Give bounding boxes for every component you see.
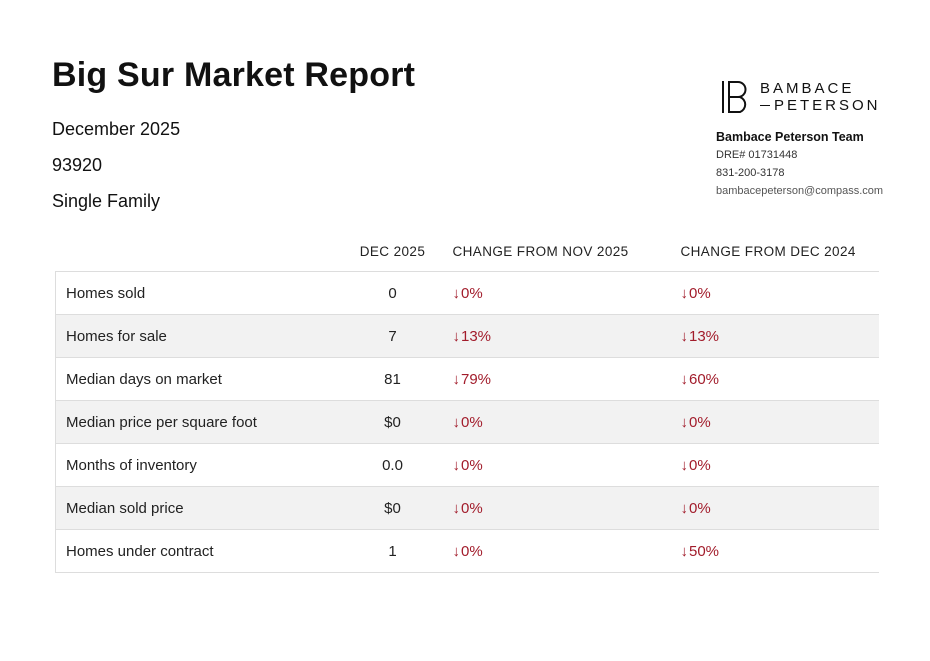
down-arrow-icon: ↓ <box>452 370 461 388</box>
down-arrow-icon: ↓ <box>680 456 689 474</box>
row-change-from-nov: ↓0% <box>440 272 668 315</box>
change-percentage: 60% <box>689 370 720 388</box>
brand-logo: BAMBACE PETERSON <box>716 78 916 116</box>
table-row: Median sold price $0 ↓0% ↓0% <box>55 486 880 530</box>
row-change-from-dec: ↓0% <box>668 487 880 530</box>
change-percentage: 50% <box>689 542 720 560</box>
change-percentage: 79% <box>461 370 492 388</box>
down-arrow-icon: ↓ <box>680 542 689 560</box>
row-value: 0 <box>388 284 397 302</box>
col-header-dec-2025: DEC 2025 <box>359 244 426 259</box>
col-header-change-from-nov: CHANGE FROM NOV 2025 <box>452 244 629 259</box>
row-metric-label: Homes sold <box>55 271 346 315</box>
brand-block: BAMBACE PETERSON Bambace Peterson Team D… <box>716 78 916 202</box>
row-value: 1 <box>388 542 397 560</box>
brand-name-line2-row: PETERSON <box>760 97 881 114</box>
table-row: Homes sold 0 ↓0% ↓0% <box>55 271 880 315</box>
row-change-from-nov: ↓0% <box>440 444 668 487</box>
change-percentage: 0% <box>461 284 483 302</box>
row-value: 7 <box>388 327 397 345</box>
table-body: Homes sold 0 ↓0% ↓0% Homes for sale 7 ↓13% ↓13%… <box>55 271 880 573</box>
down-arrow-icon: ↓ <box>452 327 461 345</box>
brand-phone: 831-200-3178 <box>716 166 785 179</box>
row-change-from-dec: ↓60% <box>668 358 880 401</box>
report-zip: 93920 <box>52 155 103 175</box>
down-arrow-icon: ↓ <box>452 284 461 302</box>
down-arrow-icon: ↓ <box>680 499 689 517</box>
row-change-from-dec: ↓0% <box>668 444 880 487</box>
change-percentage: 0% <box>461 456 483 474</box>
brand-name-line1: BAMBACE <box>760 79 855 97</box>
down-arrow-icon: ↓ <box>680 284 689 302</box>
brand-email: bambacepeterson@compass.com <box>716 184 884 197</box>
change-percentage: 13% <box>689 327 720 345</box>
table-row: Median days on market 81 ↓79% ↓60% <box>55 357 880 401</box>
table-header-row: DEC 2025 CHANGE FROM NOV 2025 CHANGE FRO… <box>56 244 880 272</box>
brand-name-line2: PETERSON <box>774 97 881 114</box>
col-header-metric <box>56 244 346 272</box>
down-arrow-icon: ↓ <box>452 413 461 431</box>
down-arrow-icon: ↓ <box>680 413 689 431</box>
row-change-from-dec: ↓0% <box>668 272 880 315</box>
row-change-from-dec: ↓13% <box>668 315 880 358</box>
row-metric-label: Median days on market <box>55 357 346 401</box>
brand-dash <box>760 105 770 107</box>
row-change-from-nov: ↓0% <box>440 487 668 530</box>
down-arrow-icon: ↓ <box>452 456 461 474</box>
table-row: Median price per square foot $0 ↓0% ↓0% <box>55 400 880 444</box>
change-percentage: 0% <box>689 499 711 517</box>
row-change-from-nov: ↓0% <box>440 401 668 444</box>
row-change-from-nov: ↓79% <box>440 358 668 401</box>
row-value: $0 <box>384 413 401 431</box>
change-percentage: 0% <box>461 542 483 560</box>
report-period: December 2025 <box>52 119 181 139</box>
change-percentage: 0% <box>461 413 483 431</box>
title-block: Big Sur Market Report December 2025 9392… <box>52 56 415 227</box>
row-value: $0 <box>384 499 401 517</box>
change-percentage: 0% <box>689 413 711 431</box>
row-metric-label: Median price per square foot <box>55 400 346 444</box>
row-value: 81 <box>384 370 401 388</box>
change-percentage: 0% <box>689 284 711 302</box>
market-stats-table: DEC 2025 CHANGE FROM NOV 2025 CHANGE FRO… <box>55 244 879 573</box>
brand-team-name: Bambace Peterson Team <box>716 130 864 144</box>
table-header: DEC 2025 CHANGE FROM NOV 2025 CHANGE FRO… <box>56 244 880 272</box>
down-arrow-icon: ↓ <box>452 499 461 517</box>
down-arrow-icon: ↓ <box>452 542 461 560</box>
row-change-from-nov: ↓13% <box>440 315 668 358</box>
change-percentage: 0% <box>689 456 711 474</box>
row-metric-label: Median sold price <box>55 486 346 530</box>
down-arrow-icon: ↓ <box>680 370 689 388</box>
table-row: Homes under contract 1 ↓0% ↓50% <box>55 529 880 573</box>
row-change-from-dec: ↓50% <box>668 530 880 573</box>
col-header-change-from-dec: CHANGE FROM DEC 2024 <box>680 244 856 259</box>
report-property-type: Single Family <box>52 191 161 211</box>
change-percentage: 13% <box>461 327 492 345</box>
row-metric-label: Homes under contract <box>55 529 346 573</box>
row-metric-label: Months of inventory <box>55 443 346 487</box>
table-row: Months of inventory 0.0 ↓0% ↓0% <box>55 443 880 487</box>
down-arrow-icon: ↓ <box>680 327 689 345</box>
brand-wordmark: BAMBACE PETERSON <box>760 80 881 115</box>
row-change-from-dec: ↓0% <box>668 401 880 444</box>
brand-dre: DRE# 01731448 <box>716 149 798 161</box>
page-title: Big Sur Market Report <box>52 56 416 94</box>
bambace-peterson-logo-icon <box>716 78 752 116</box>
row-change-from-nov: ↓0% <box>440 530 668 573</box>
row-metric-label: Homes for sale <box>55 314 346 358</box>
change-percentage: 0% <box>461 499 483 517</box>
table-row: Homes for sale 7 ↓13% ↓13% <box>55 314 880 358</box>
row-value: 0.0 <box>382 456 403 474</box>
